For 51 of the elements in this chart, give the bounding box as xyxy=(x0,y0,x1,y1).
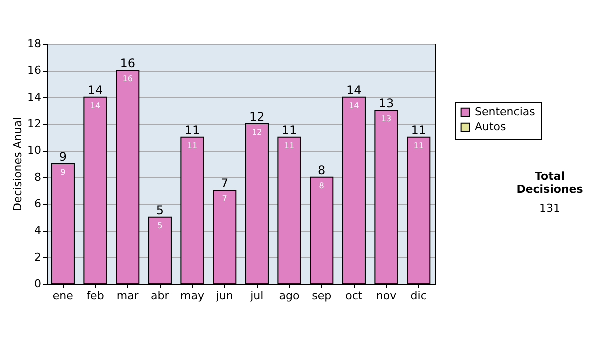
data-label: 11 xyxy=(184,123,200,138)
y-tick-label: 4 xyxy=(34,224,42,238)
data-label: 14 xyxy=(88,83,104,98)
data-label: 12 xyxy=(250,110,265,124)
data-label: 11 xyxy=(282,123,298,138)
data-label: 11 xyxy=(411,123,426,138)
data-label: 9 xyxy=(59,150,67,164)
x-tick-label: may xyxy=(180,290,205,302)
x-tick-label: feb xyxy=(86,290,104,302)
y-tick-label: 10 xyxy=(28,144,42,158)
y-tick-label: 16 xyxy=(28,64,42,78)
x-tick-label: sep xyxy=(312,290,332,302)
legend-label: Autos xyxy=(475,120,507,134)
x-tick-label: jul xyxy=(250,290,264,302)
y-tick-label: 18 xyxy=(28,38,42,50)
legend-label: Sentencias xyxy=(475,106,536,118)
x-tick-label: dic xyxy=(410,290,427,302)
data-label: 13 xyxy=(378,96,394,111)
annotation: 13 xyxy=(381,114,392,124)
y-tick-label: 14 xyxy=(28,90,42,104)
x-tick-label: oct xyxy=(346,290,364,302)
annotation: 11 xyxy=(414,141,424,150)
y-tick-label: 2 xyxy=(34,250,42,264)
annotation: 14 xyxy=(349,101,360,110)
y-axis-title: Decisiones Anual xyxy=(12,117,25,212)
annotation: 5 xyxy=(158,221,163,230)
annotation: 12 xyxy=(252,128,262,137)
annotation: 14 xyxy=(90,101,101,110)
annotation: 7 xyxy=(222,194,228,204)
text: Total Decisiones xyxy=(516,170,584,196)
y-tick-label: 6 xyxy=(34,198,42,210)
annotation: 8 xyxy=(319,181,324,190)
x-tick-label: jun xyxy=(215,290,234,302)
data-label: 14 xyxy=(346,83,362,98)
y-tick-label: 12 xyxy=(28,118,42,130)
x-tick-label: ene xyxy=(52,290,74,302)
annotation: 9 xyxy=(60,168,66,177)
annotation: 11 xyxy=(187,141,198,150)
x-tick-label: nov xyxy=(376,290,398,302)
data-label: 5 xyxy=(156,203,164,218)
x-tick-label: ago xyxy=(279,290,300,302)
text: 131 xyxy=(538,202,562,215)
x-tick-label: abr xyxy=(151,290,170,302)
data-label: 16 xyxy=(120,56,136,71)
y-tick-label: 0 xyxy=(34,278,42,290)
data-label: 7 xyxy=(221,176,229,191)
annotation: 16 xyxy=(122,74,133,84)
annotation: 11 xyxy=(284,141,295,150)
x-tick-label: mar xyxy=(116,290,140,302)
y-tick-label: 8 xyxy=(34,170,42,184)
data-label: 8 xyxy=(318,163,326,178)
